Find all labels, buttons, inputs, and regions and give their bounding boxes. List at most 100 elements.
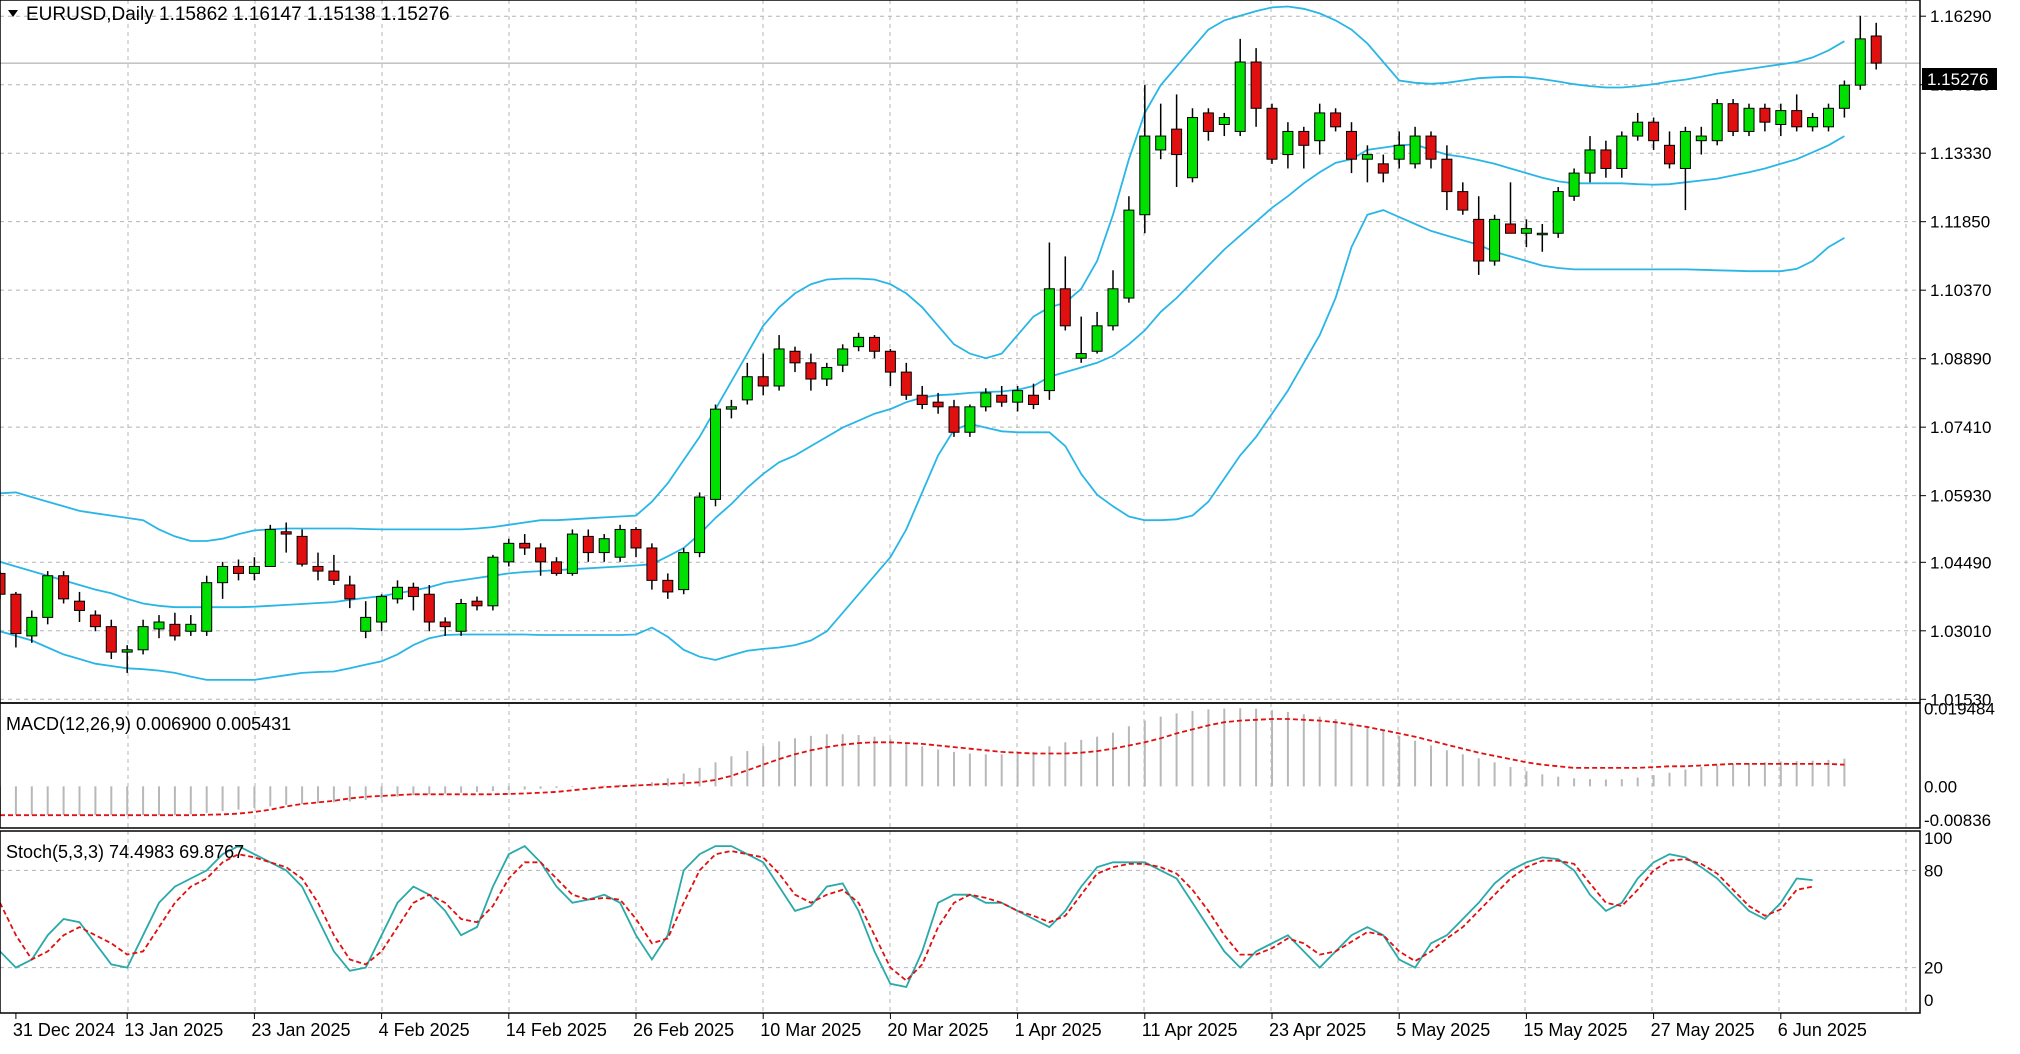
candle[interactable]	[217, 561, 229, 599]
candle[interactable]	[964, 404, 976, 437]
candle[interactable]	[1250, 48, 1262, 127]
candle[interactable]	[1377, 154, 1389, 183]
candle[interactable]	[1695, 126, 1707, 155]
candle[interactable]	[407, 582, 419, 611]
candle[interactable]	[455, 598, 467, 636]
candle[interactable]	[630, 527, 642, 558]
candle[interactable]	[519, 534, 531, 555]
candle[interactable]	[121, 645, 133, 673]
candle[interactable]	[169, 612, 181, 641]
candle[interactable]	[58, 571, 70, 604]
candle[interactable]	[1536, 223, 1548, 252]
candle[interactable]	[296, 529, 308, 567]
candle[interactable]	[503, 538, 515, 567]
candle[interactable]	[646, 543, 658, 590]
candle[interactable]	[487, 554, 499, 611]
candle[interactable]	[551, 557, 562, 576]
candle[interactable]	[1616, 131, 1628, 178]
candle[interactable]	[1393, 131, 1405, 169]
candle[interactable]	[1759, 103, 1771, 132]
candle[interactable]	[1505, 182, 1516, 234]
candle[interactable]	[1632, 112, 1644, 141]
candle[interactable]	[312, 552, 324, 581]
candle[interactable]	[1234, 38, 1246, 137]
candle[interactable]	[1139, 85, 1151, 234]
candle[interactable]	[42, 571, 54, 625]
candle[interactable]	[1807, 112, 1819, 132]
candle[interactable]	[1568, 168, 1580, 201]
candle[interactable]	[837, 344, 849, 373]
candle[interactable]	[201, 575, 213, 636]
candle[interactable]	[1775, 103, 1787, 137]
candle[interactable]	[233, 559, 244, 581]
candle[interactable]	[471, 596, 483, 611]
candle[interactable]	[805, 353, 817, 391]
candle[interactable]	[900, 362, 912, 400]
candle[interactable]	[678, 547, 690, 595]
candle[interactable]	[185, 615, 197, 636]
candle[interactable]	[773, 335, 785, 391]
candle[interactable]	[1520, 219, 1532, 248]
candle[interactable]	[1838, 80, 1850, 118]
candle[interactable]	[725, 399, 737, 419]
candle[interactable]	[1171, 94, 1183, 187]
candle[interactable]	[439, 617, 451, 636]
candles[interactable]	[0, 15, 1882, 673]
candle[interactable]	[1679, 126, 1691, 211]
candle[interactable]	[1743, 103, 1755, 137]
candle[interactable]	[1314, 103, 1326, 155]
candle[interactable]	[582, 529, 594, 562]
candle[interactable]	[980, 388, 992, 412]
candle[interactable]	[1711, 99, 1723, 146]
triangle-down-icon[interactable]	[8, 10, 18, 17]
candle[interactable]	[1441, 145, 1453, 211]
candle[interactable]	[376, 594, 388, 632]
candle[interactable]	[1425, 131, 1437, 169]
candle[interactable]	[1823, 103, 1834, 132]
candle[interactable]	[821, 362, 833, 386]
candle[interactable]	[566, 529, 578, 576]
candle[interactable]	[0, 571, 6, 599]
candle[interactable]	[694, 492, 706, 558]
candle[interactable]	[1091, 311, 1103, 354]
candle[interactable]	[153, 615, 165, 639]
candle[interactable]	[1552, 186, 1564, 238]
candle[interactable]	[1330, 108, 1342, 132]
candle[interactable]	[1727, 99, 1739, 137]
candle[interactable]	[26, 610, 38, 643]
candle[interactable]	[1187, 108, 1198, 183]
candle[interactable]	[1584, 136, 1596, 183]
candle[interactable]	[948, 399, 960, 437]
candle[interactable]	[1854, 15, 1866, 90]
candle[interactable]	[1457, 182, 1469, 215]
candle[interactable]	[1409, 126, 1421, 169]
candle[interactable]	[741, 362, 753, 405]
candle[interactable]	[1361, 145, 1373, 183]
candle[interactable]	[74, 591, 85, 623]
candle[interactable]	[264, 524, 276, 567]
candle[interactable]	[1489, 214, 1501, 266]
candle[interactable]	[1870, 22, 1882, 70]
candle[interactable]	[757, 353, 769, 396]
candle[interactable]	[598, 534, 610, 562]
candle[interactable]	[280, 522, 292, 553]
candle[interactable]	[1664, 131, 1675, 169]
candle[interactable]	[884, 348, 896, 386]
candle[interactable]	[869, 335, 880, 359]
candle[interactable]	[89, 610, 101, 632]
candle[interactable]	[248, 557, 260, 581]
candle[interactable]	[1218, 112, 1230, 137]
candle[interactable]	[344, 575, 356, 609]
candle[interactable]	[10, 591, 22, 648]
candle[interactable]	[1282, 122, 1294, 169]
candle[interactable]	[1107, 270, 1119, 331]
candle[interactable]	[328, 554, 340, 585]
candle[interactable]	[662, 573, 674, 599]
candle[interactable]	[614, 524, 626, 562]
candle[interactable]	[710, 404, 721, 507]
candle[interactable]	[360, 601, 372, 639]
candle[interactable]	[916, 385, 928, 410]
candle[interactable]	[1043, 242, 1055, 400]
candle[interactable]	[423, 584, 435, 632]
